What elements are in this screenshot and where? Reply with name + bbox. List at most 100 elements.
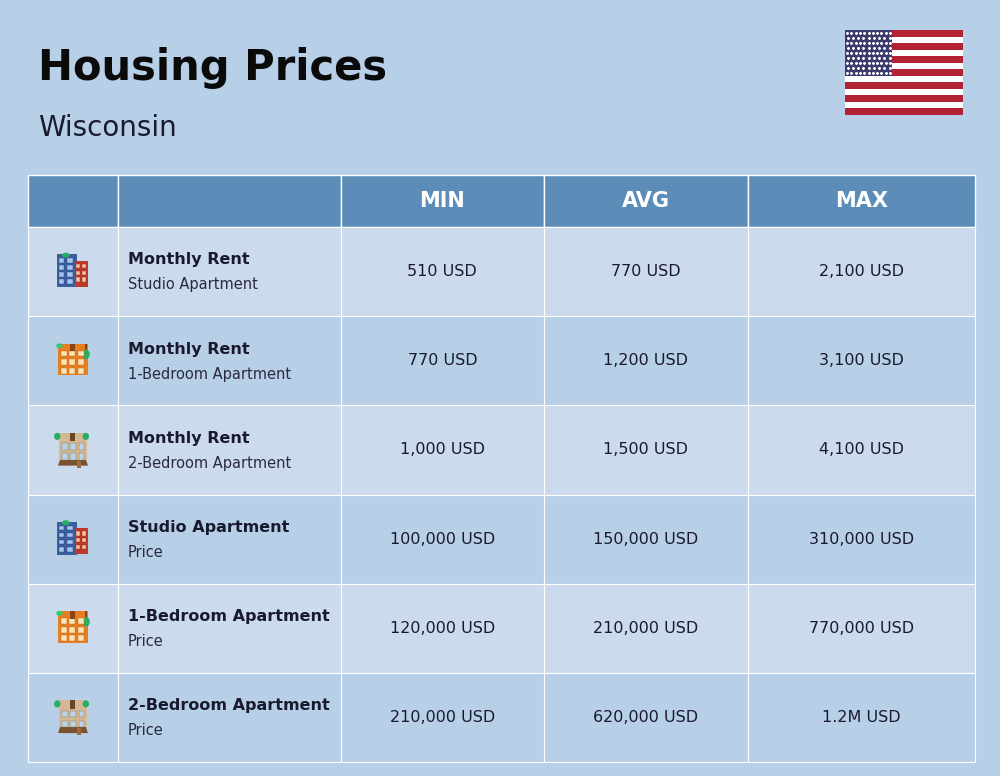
Text: 2-Bedroom Apartment: 2-Bedroom Apartment [128,698,330,713]
Text: 150,000 USD: 150,000 USD [593,532,699,546]
Bar [28,405,118,494]
Text: 1-Bedroom Apartment: 1-Bedroom Apartment [128,366,291,382]
Bar [341,494,544,584]
Bar [544,316,748,405]
Bar [341,227,544,316]
Bar [77,461,81,468]
Bar [76,532,80,535]
Polygon shape [58,726,88,733]
Text: 4,100 USD: 4,100 USD [819,442,904,457]
Ellipse shape [56,343,63,348]
Bar [79,453,84,459]
Bar [82,271,86,275]
Bar [62,453,68,459]
Bar [845,88,963,95]
Bar [69,618,75,624]
Bar [78,636,84,641]
Bar [57,522,77,555]
Bar [70,444,76,450]
Bar [69,368,75,373]
Ellipse shape [83,617,90,626]
Bar [118,405,341,494]
Bar [82,538,86,542]
Bar [845,36,963,43]
Bar [748,584,975,673]
Bar [118,673,341,762]
Ellipse shape [56,611,63,616]
Bar [118,175,341,227]
Text: 770 USD: 770 USD [408,353,477,369]
Text: AVG: AVG [622,191,670,211]
Text: MIN: MIN [419,191,465,211]
Ellipse shape [62,253,70,258]
Bar [78,351,84,356]
Bar [845,43,963,50]
Bar [62,721,68,727]
Bar [28,673,118,762]
Text: 620,000 USD: 620,000 USD [593,710,698,725]
Bar [748,673,975,762]
Bar [61,359,67,365]
Bar [69,359,75,365]
Bar [78,627,84,632]
Text: 1,500 USD: 1,500 USD [603,442,688,457]
Text: 120,000 USD: 120,000 USD [390,621,495,636]
Bar [61,627,67,632]
Ellipse shape [62,520,70,525]
Text: 210,000 USD: 210,000 USD [390,710,495,725]
Bar [76,277,80,282]
Bar [67,272,73,277]
Text: Wisconsin: Wisconsin [38,114,177,142]
Bar [70,711,76,718]
Bar [28,316,118,405]
Text: 1-Bedroom Apartment: 1-Bedroom Apartment [128,609,330,624]
Bar [78,359,84,365]
Bar [59,547,64,552]
Ellipse shape [54,433,60,440]
Text: 1,200 USD: 1,200 USD [603,353,688,369]
Ellipse shape [54,700,60,708]
Text: Price: Price [128,545,164,560]
Bar [748,494,975,584]
Bar [59,532,64,537]
Bar [67,532,73,537]
Text: 2,100 USD: 2,100 USD [819,264,904,279]
Bar [748,227,975,316]
Bar [76,545,80,549]
Bar [341,175,544,227]
Bar [845,50,963,56]
Bar [748,405,975,494]
Bar [70,433,75,442]
Bar [62,711,68,718]
Bar [82,264,86,268]
Bar [79,721,84,727]
Bar [67,258,73,262]
Bar [67,279,73,284]
Bar [845,109,963,115]
Text: Monthly Rent: Monthly Rent [128,431,250,446]
Bar [845,56,963,63]
Bar [341,316,544,405]
Bar [59,433,87,460]
Bar [67,540,73,545]
Text: Price: Price [128,634,164,650]
Bar [118,584,341,673]
Bar [28,494,118,584]
Bar [28,227,118,316]
Bar [78,618,84,624]
Bar [544,175,748,227]
Bar [59,279,64,284]
Bar [544,584,748,673]
Bar [61,618,67,624]
Bar [82,277,86,282]
Bar [70,721,76,727]
Bar [70,611,75,619]
Bar [748,175,975,227]
Bar [845,102,963,109]
Bar [845,76,963,82]
Bar [118,227,341,316]
Polygon shape [58,459,88,466]
Text: MAX: MAX [835,191,888,211]
Bar [544,673,748,762]
Text: 1,000 USD: 1,000 USD [400,442,485,457]
